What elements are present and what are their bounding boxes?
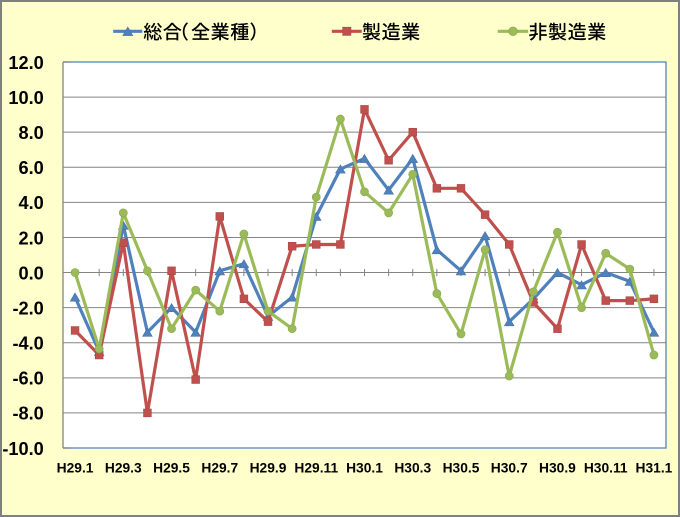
svg-text:-6.0: -6.0 xyxy=(12,369,43,389)
svg-text:H30.5: H30.5 xyxy=(443,461,480,476)
svg-text:H29.3: H29.3 xyxy=(105,461,142,476)
svg-text:-10.0: -10.0 xyxy=(2,439,43,459)
svg-text:H31.1: H31.1 xyxy=(636,461,673,476)
svg-text:H30.7: H30.7 xyxy=(491,461,528,476)
svg-text:4.0: 4.0 xyxy=(19,193,44,213)
svg-text:0.0: 0.0 xyxy=(19,263,44,283)
svg-text:2.0: 2.0 xyxy=(19,228,44,248)
svg-text:H30.11: H30.11 xyxy=(584,461,628,476)
svg-text:H29.11: H29.11 xyxy=(294,461,338,476)
svg-text:6.0: 6.0 xyxy=(19,158,44,178)
svg-text:10.0: 10.0 xyxy=(8,88,43,108)
svg-text:H29.9: H29.9 xyxy=(250,461,287,476)
svg-text:-4.0: -4.0 xyxy=(12,334,43,354)
svg-text:-2.0: -2.0 xyxy=(12,298,43,318)
svg-text:-8.0: -8.0 xyxy=(12,404,43,424)
svg-text:H29.7: H29.7 xyxy=(201,461,238,476)
svg-text:H29.1: H29.1 xyxy=(57,461,94,476)
svg-text:H30.1: H30.1 xyxy=(346,461,383,476)
svg-text:H30.9: H30.9 xyxy=(539,461,576,476)
svg-text:8.0: 8.0 xyxy=(19,123,44,143)
svg-text:12.0: 12.0 xyxy=(8,53,43,73)
svg-text:H30.3: H30.3 xyxy=(394,461,431,476)
svg-text:H29.5: H29.5 xyxy=(153,461,190,476)
